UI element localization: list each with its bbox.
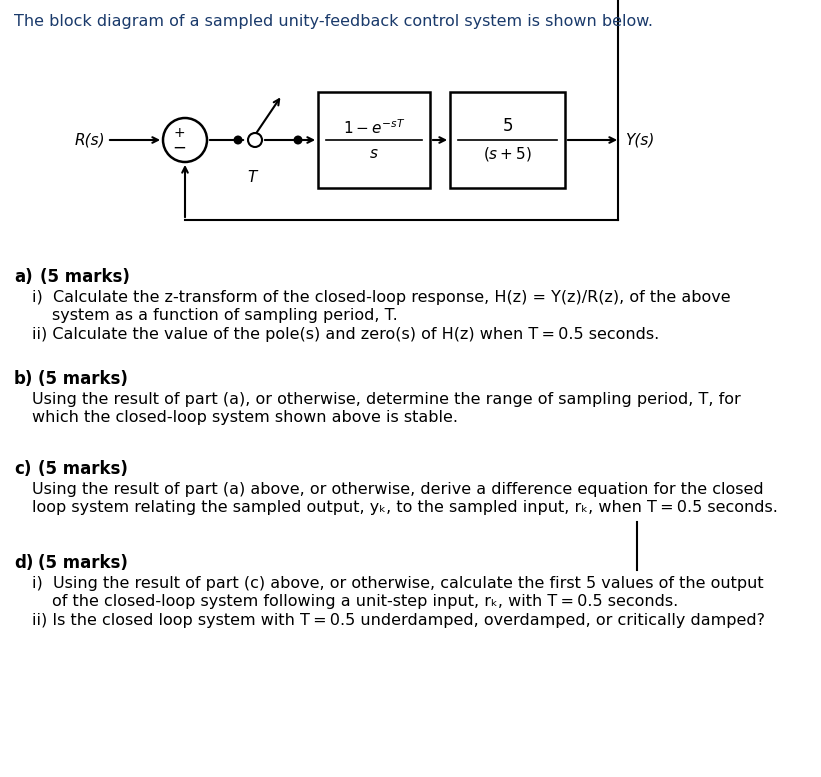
Text: which the closed-loop system shown above is stable.: which the closed-loop system shown above… xyxy=(32,410,458,425)
Text: (5 marks): (5 marks) xyxy=(38,460,128,478)
Text: T: T xyxy=(247,170,257,185)
Text: R(s): R(s) xyxy=(75,133,106,148)
Text: b): b) xyxy=(14,370,34,388)
Bar xyxy=(318,92,430,188)
Text: c): c) xyxy=(14,460,31,478)
Text: $s$: $s$ xyxy=(369,147,378,162)
Bar xyxy=(450,92,565,188)
Text: (5 marks): (5 marks) xyxy=(38,554,128,572)
Text: ii) Calculate the value of the pole(s) and zero(s) of H(z) when T = 0.5 seconds.: ii) Calculate the value of the pole(s) a… xyxy=(32,327,659,342)
Text: a): a) xyxy=(14,268,33,286)
Text: $5$: $5$ xyxy=(502,117,513,135)
Text: Using the result of part (a), or otherwise, determine the range of sampling peri: Using the result of part (a), or otherwi… xyxy=(32,392,741,407)
Text: Using the result of part (a) above, or otherwise, derive a difference equation f: Using the result of part (a) above, or o… xyxy=(32,482,764,497)
Text: of the closed-loop system following a unit-step input, rₖ, with T = 0.5 seconds.: of the closed-loop system following a un… xyxy=(52,594,678,609)
Text: i)  Using the result of part (c) above, or otherwise, calculate the first 5 valu: i) Using the result of part (c) above, o… xyxy=(32,576,764,591)
Text: −: − xyxy=(172,139,186,157)
Text: Y(s): Y(s) xyxy=(625,133,654,148)
Text: d): d) xyxy=(14,554,34,572)
Circle shape xyxy=(293,135,302,145)
Text: +: + xyxy=(173,126,185,140)
Circle shape xyxy=(233,135,242,145)
Text: ii) Is the closed loop system with T = 0.5 underdamped, overdamped, or criticall: ii) Is the closed loop system with T = 0… xyxy=(32,613,765,628)
Text: $(s+5)$: $(s+5)$ xyxy=(483,145,532,163)
Text: loop system relating the sampled output, yₖ, to the sampled input, rₖ, when T = : loop system relating the sampled output,… xyxy=(32,500,777,515)
Text: (5 marks): (5 marks) xyxy=(38,370,128,388)
Text: system as a function of sampling period, T.: system as a function of sampling period,… xyxy=(52,308,397,323)
Text: $1-e^{-sT}$: $1-e^{-sT}$ xyxy=(343,119,405,138)
Text: (5 marks): (5 marks) xyxy=(40,268,130,286)
Text: The block diagram of a sampled unity-feedback control system is shown below.: The block diagram of a sampled unity-fee… xyxy=(14,14,653,29)
Text: i)  Calculate the z-transform of the closed-loop response, H(z) = Y(z)/R(z), of : i) Calculate the z-transform of the clos… xyxy=(32,290,731,305)
